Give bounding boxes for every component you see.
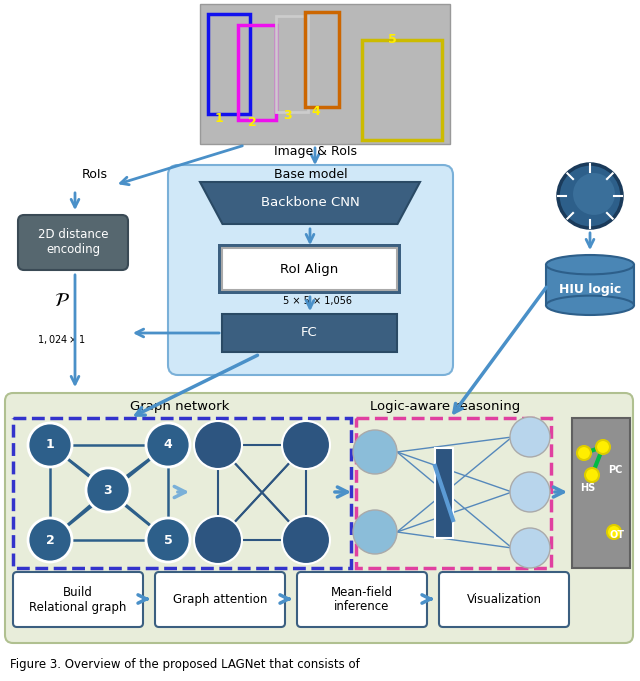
Circle shape: [353, 430, 397, 474]
Bar: [276, 16, 308, 112]
Text: 1: 1: [45, 439, 54, 452]
Text: 5 × 5 × 1,056: 5 × 5 × 1,056: [283, 296, 352, 306]
Text: RoI Align: RoI Align: [280, 262, 339, 276]
Text: 5: 5: [388, 33, 396, 46]
Bar: [362, 40, 442, 140]
Circle shape: [585, 468, 599, 482]
Text: Logic-aware reasoning: Logic-aware reasoning: [370, 400, 520, 413]
Text: 3: 3: [283, 109, 291, 122]
Bar: [305, 12, 339, 107]
Circle shape: [572, 172, 616, 216]
FancyBboxPatch shape: [18, 215, 128, 270]
Bar: [435, 448, 453, 538]
Text: 2: 2: [45, 533, 54, 546]
Text: Build
Relational graph: Build Relational graph: [29, 586, 127, 614]
Circle shape: [194, 421, 242, 469]
Text: Visualization: Visualization: [467, 593, 541, 606]
Bar: [218, 244, 401, 294]
Circle shape: [596, 440, 610, 454]
Text: PC: PC: [608, 465, 622, 475]
Circle shape: [194, 516, 242, 564]
Text: Backbone CNN: Backbone CNN: [260, 197, 360, 210]
Text: Base model: Base model: [274, 168, 348, 181]
Text: FC: FC: [301, 326, 318, 340]
Bar: [222, 314, 397, 352]
FancyBboxPatch shape: [297, 572, 427, 627]
FancyBboxPatch shape: [168, 165, 453, 375]
Bar: [222, 248, 397, 290]
Ellipse shape: [546, 255, 634, 274]
Text: Graph network: Graph network: [131, 400, 230, 413]
Polygon shape: [200, 182, 420, 224]
Circle shape: [510, 528, 550, 568]
Text: Figure 3. Overview of the proposed LAGNet that consists of: Figure 3. Overview of the proposed LAGNe…: [10, 658, 360, 671]
Text: Graph attention: Graph attention: [173, 593, 267, 606]
Text: 4: 4: [312, 105, 321, 118]
Bar: [356, 418, 551, 568]
FancyBboxPatch shape: [5, 393, 633, 643]
Text: 3: 3: [104, 484, 112, 496]
Circle shape: [353, 510, 397, 554]
Text: $\mathcal{P}$: $\mathcal{P}$: [54, 291, 70, 309]
Text: Image & RoIs: Image & RoIs: [273, 146, 356, 159]
Text: HS: HS: [580, 483, 595, 493]
FancyBboxPatch shape: [439, 572, 569, 627]
Circle shape: [146, 518, 190, 562]
Circle shape: [86, 468, 130, 512]
FancyBboxPatch shape: [155, 572, 285, 627]
Circle shape: [282, 421, 330, 469]
Text: 1: 1: [214, 112, 223, 125]
Text: OT: OT: [610, 530, 625, 540]
Circle shape: [28, 518, 72, 562]
Bar: [200, 4, 450, 144]
Circle shape: [146, 423, 190, 467]
Circle shape: [577, 446, 591, 460]
Circle shape: [28, 423, 72, 467]
Bar: [208, 14, 250, 114]
Text: 2D distance
encoding: 2D distance encoding: [38, 229, 108, 257]
Circle shape: [510, 417, 550, 457]
Bar: [238, 25, 276, 120]
Bar: [572, 418, 630, 568]
Text: 2: 2: [248, 116, 257, 129]
Circle shape: [558, 164, 622, 228]
Circle shape: [607, 525, 621, 539]
Ellipse shape: [546, 296, 634, 315]
Bar: [546, 265, 634, 305]
FancyBboxPatch shape: [13, 572, 143, 627]
Text: $1,024\times1$: $1,024\times1$: [38, 334, 86, 347]
Text: RoIs: RoIs: [82, 168, 108, 181]
Text: Mean-field
inference: Mean-field inference: [331, 586, 393, 614]
Circle shape: [282, 516, 330, 564]
Bar: [13, 418, 351, 568]
Text: HIU logic: HIU logic: [559, 283, 621, 296]
Text: 4: 4: [164, 439, 172, 452]
Text: 5: 5: [164, 533, 172, 546]
Circle shape: [510, 472, 550, 512]
